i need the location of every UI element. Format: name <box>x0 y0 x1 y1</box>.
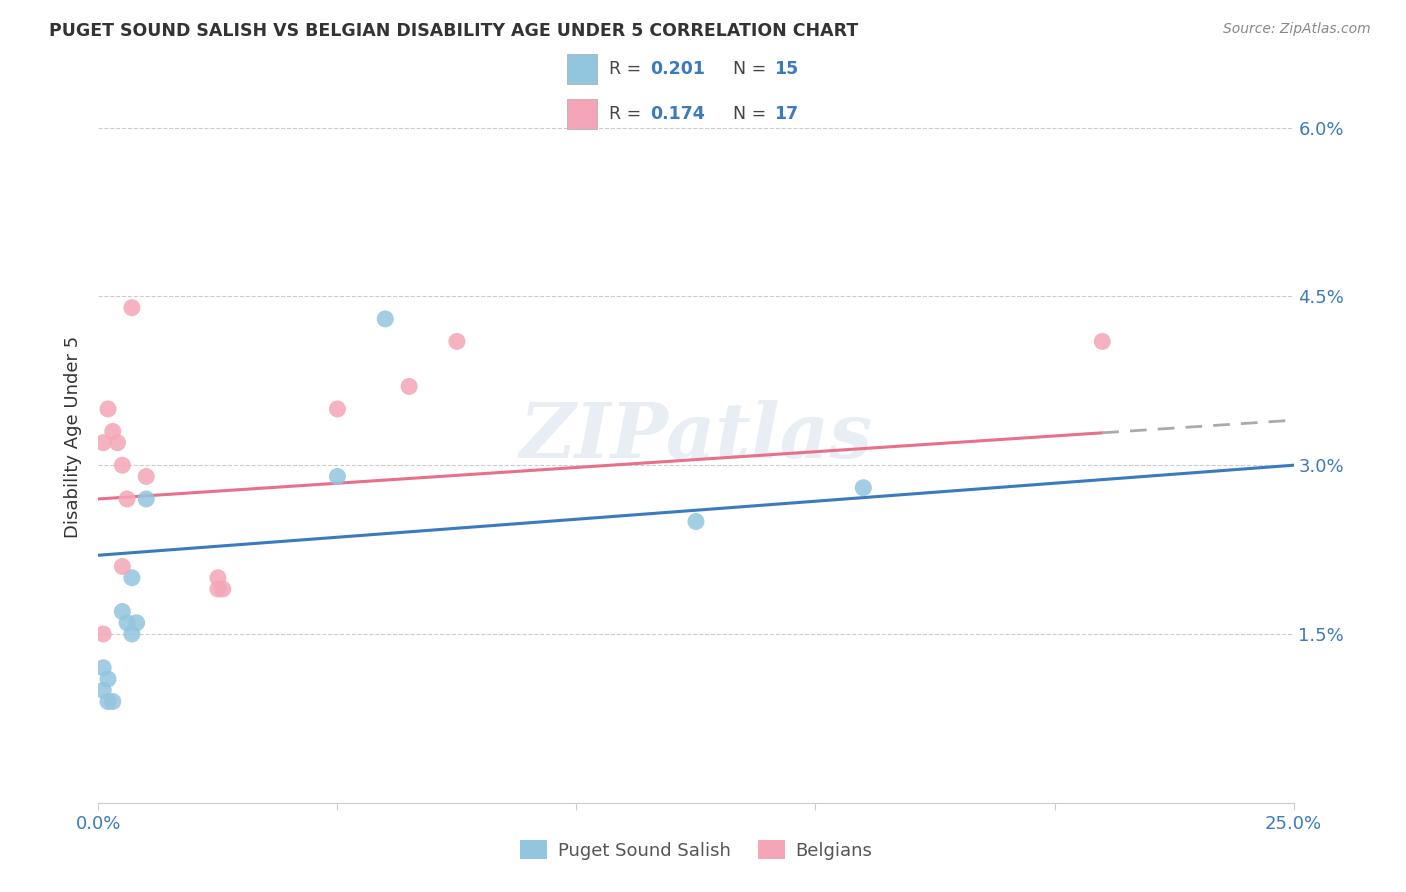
Text: R =: R = <box>609 105 647 123</box>
Point <box>91 627 114 641</box>
Point <box>101 425 124 439</box>
Point <box>91 661 114 675</box>
Text: 15: 15 <box>773 60 799 78</box>
Point <box>115 615 138 630</box>
Point <box>207 571 229 585</box>
Text: Source: ZipAtlas.com: Source: ZipAtlas.com <box>1223 22 1371 37</box>
Point <box>97 694 120 708</box>
Point <box>685 515 707 529</box>
Point <box>135 469 157 483</box>
Point <box>125 615 148 630</box>
Point <box>97 401 120 416</box>
Text: 0.174: 0.174 <box>650 105 704 123</box>
Point <box>326 469 349 483</box>
Text: ZIPatlas: ZIPatlas <box>519 401 873 474</box>
FancyBboxPatch shape <box>567 54 596 84</box>
Point <box>115 491 138 506</box>
Point <box>111 605 134 619</box>
Text: 0.201: 0.201 <box>650 60 704 78</box>
Point <box>326 401 349 416</box>
Point <box>107 435 129 450</box>
Point <box>121 627 143 641</box>
Point <box>1091 334 1114 349</box>
Point <box>446 334 468 349</box>
Text: N =: N = <box>733 60 772 78</box>
Point <box>852 481 875 495</box>
Point <box>121 571 143 585</box>
Y-axis label: Disability Age Under 5: Disability Age Under 5 <box>65 336 83 538</box>
Point <box>207 582 229 596</box>
Point <box>135 491 157 506</box>
Point <box>374 312 396 326</box>
Point <box>398 379 420 393</box>
Point <box>97 672 120 686</box>
Text: 17: 17 <box>773 105 799 123</box>
Point <box>111 458 134 473</box>
Point <box>111 559 134 574</box>
FancyBboxPatch shape <box>567 99 596 129</box>
Text: R =: R = <box>609 60 647 78</box>
Point <box>101 694 124 708</box>
Legend: Puget Sound Salish, Belgians: Puget Sound Salish, Belgians <box>512 832 880 867</box>
Text: PUGET SOUND SALISH VS BELGIAN DISABILITY AGE UNDER 5 CORRELATION CHART: PUGET SOUND SALISH VS BELGIAN DISABILITY… <box>49 22 859 40</box>
Point <box>91 435 114 450</box>
Point <box>121 301 143 315</box>
Text: N =: N = <box>733 105 772 123</box>
Point <box>211 582 233 596</box>
Point <box>91 683 114 698</box>
